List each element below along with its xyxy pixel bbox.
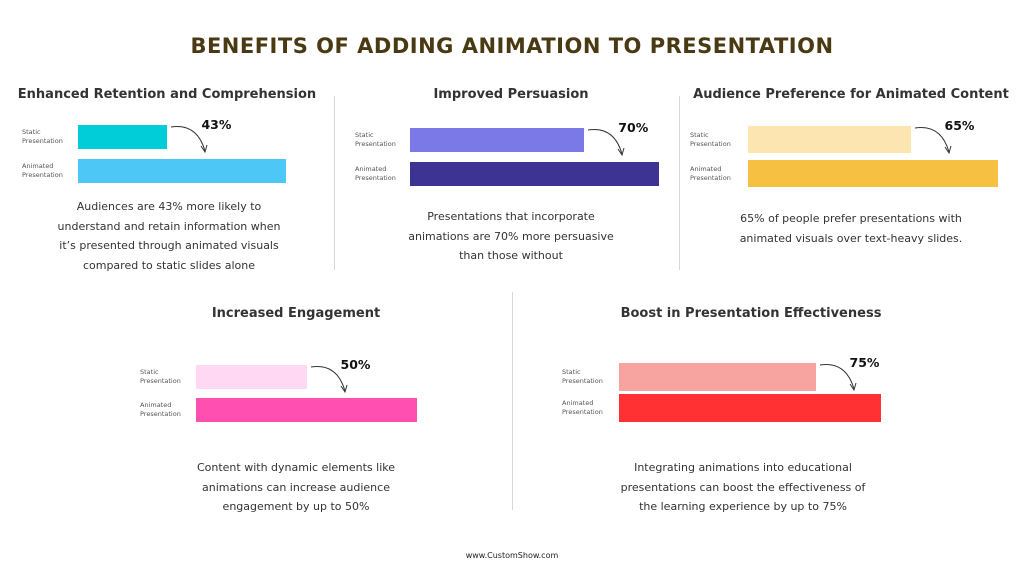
benefit-panel: Audience Preference for Animated Content… [684,87,1018,287]
benefit-panel: Enhanced Retention and Comprehension Stat… [10,87,324,287]
animated-bar [748,160,998,187]
panel-title: Improved Persuasion [433,87,589,102]
curved-arrow-icon [310,366,347,394]
animated-bar [619,394,881,422]
curved-arrow-icon [914,127,951,155]
percentage-label: 43% [201,117,232,132]
panel-description: Presentations that incorporate animation… [408,210,614,262]
page-title: BENEFITS OF ADDING ANIMATION TO PRESENTA… [190,34,834,58]
percentage-label: 75% [849,355,880,370]
panel-title: Increased Engagement [211,306,381,321]
panel-title: Boost in Presentation Effectiveness [620,306,882,321]
animated-bar-label: Animated Presentation [355,165,396,182]
footer-url: www.CustomShow.com [465,551,559,560]
panel-description: Content with dynamic elements like anima… [196,461,396,513]
percentage-label: 50% [340,357,371,372]
benefit-panel: Improved Persuasion Static Presentation Ani… [344,87,678,287]
static-bar-label: Static Presentation [22,128,63,145]
curved-arrow-icon [171,126,208,154]
animated-bar [78,159,286,183]
animated-bar-label: Animated Presentation [22,162,63,179]
curved-arrow-icon [588,129,625,157]
divider-top-left [334,96,335,270]
animated-bar [196,398,417,422]
benefit-panel: Increased Engagement Static Presentation An… [136,306,456,513]
percentage-label: 65% [944,118,975,133]
animated-bar-label: Animated Presentation [562,399,603,416]
static-bar [78,125,168,149]
static-bar [748,126,911,153]
static-bar [410,128,585,152]
static-bar-label: Static Presentation [690,130,731,148]
panel-title: Enhanced Retention and Comprehension [17,87,317,102]
percentage-label: 70% [618,120,649,135]
divider-top-right [679,96,680,270]
panel-description: Integrating animations into educational … [620,461,866,513]
animated-bar-label: Animated Presentation [690,164,731,182]
benefit-panel: Boost in Presentation Effectiveness Stati… [556,306,946,513]
static-bar [196,365,307,389]
static-bar-label: Static Presentation [140,368,181,385]
static-bar-label: Static Presentation [355,131,396,148]
panel-description: Audiences are 43% more likely to underst… [57,200,281,272]
static-bar-label: Static Presentation [562,368,603,385]
panel-title: Audience Preference for Animated Content [693,87,1009,102]
divider-bottom [512,292,513,510]
panel-description: 65% of people prefer presentations with … [739,212,963,245]
animated-bar [410,162,659,186]
animated-bar-label: Animated Presentation [140,401,181,418]
curved-arrow-icon [819,364,856,392]
static-bar [619,363,816,391]
